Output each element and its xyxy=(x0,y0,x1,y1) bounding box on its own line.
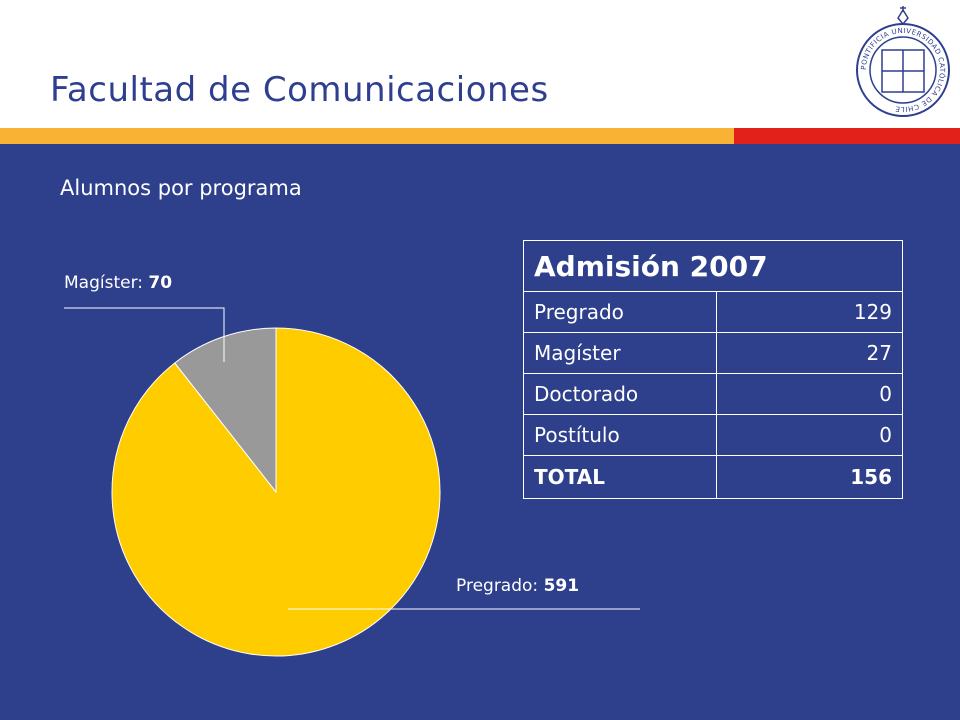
row-value: 0 xyxy=(716,373,903,415)
table-row: Pregrado 129 xyxy=(523,291,903,333)
row-label: Pregrado xyxy=(523,291,717,333)
row-label: Magíster xyxy=(523,332,717,374)
data-label-pregrado-name: Pregrado xyxy=(456,576,533,596)
data-label-pregrado: Pregrado: 591 xyxy=(456,576,580,596)
table-header-row: Admisión 2007 xyxy=(523,240,903,292)
total-value: 156 xyxy=(716,455,903,499)
header-stripe-red xyxy=(734,128,960,144)
table-row: Magíster 27 xyxy=(523,332,903,374)
data-label-magister: Magíster: 70 xyxy=(64,273,173,293)
header-stripe-yellow xyxy=(0,128,734,144)
admission-table: Admisión 2007 Pregrado 129 Magíster 27 D… xyxy=(523,240,903,499)
table-row: Doctorado 0 xyxy=(523,373,903,415)
row-value: 0 xyxy=(716,414,903,456)
total-label: TOTAL xyxy=(523,455,717,499)
row-value: 27 xyxy=(716,332,903,374)
row-value: 129 xyxy=(716,291,903,333)
table-total-row: TOTAL 156 xyxy=(523,455,903,499)
row-label: Doctorado xyxy=(523,373,717,415)
header xyxy=(0,0,960,128)
data-label-pregrado-value: 591 xyxy=(543,576,580,596)
data-label-magister-name: Magíster xyxy=(64,273,138,293)
table-header: Admisión 2007 xyxy=(523,240,903,292)
chart-subtitle: Alumnos por programa xyxy=(60,176,302,200)
university-seal-icon: PONTIFICIA UNIVERSIDAD CATÓLICA DE CHILE xyxy=(856,6,950,117)
row-label: Postítulo xyxy=(523,414,717,456)
pie-slice-magister xyxy=(174,327,277,494)
table-row: Postítulo 0 xyxy=(523,414,903,456)
data-label-magister-value: 70 xyxy=(148,273,173,293)
page-title: Facultad de Comunicaciones xyxy=(50,70,549,110)
leader-line-magister xyxy=(64,307,225,362)
